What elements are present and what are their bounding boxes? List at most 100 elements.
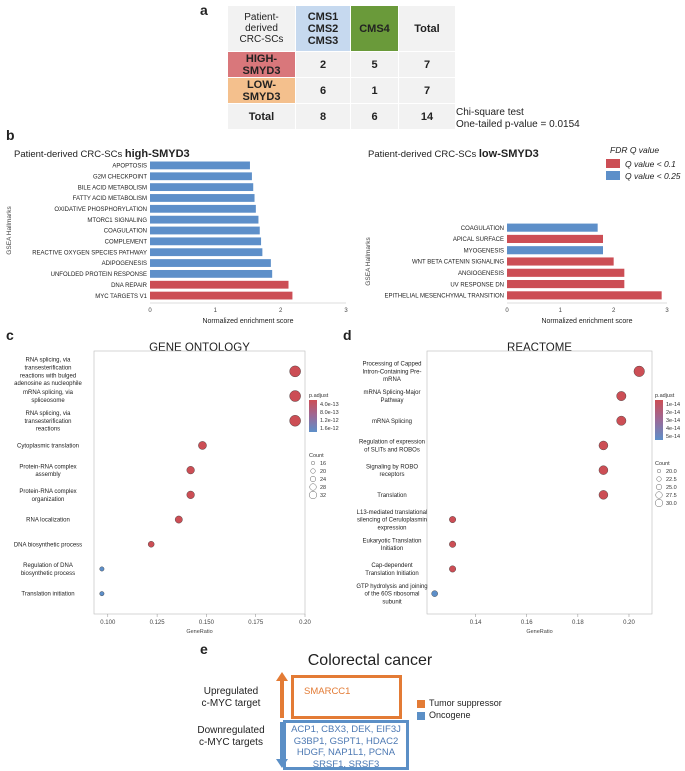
term-label: RNA splicing, via	[25, 411, 71, 417]
padjust-legend-title: p.adjust	[655, 393, 675, 399]
table-cell: 6	[296, 78, 351, 104]
term-label: mRNA Splicing	[372, 419, 412, 425]
term-label: assembly	[35, 472, 60, 478]
x-axis-label: GeneRatio	[526, 629, 552, 635]
table-row-low-label: LOW-SMYD3	[228, 78, 296, 104]
legend-title: FDR Q value	[610, 145, 659, 155]
term-label: Cap-dependent	[371, 563, 413, 569]
panel-label-e: e	[200, 641, 208, 657]
chart-reactome: REACTOME Processing of CappedIntron-Conta…	[356, 342, 680, 635]
count-label: 27.5	[666, 493, 677, 499]
plot-frame	[426, 350, 653, 615]
tick-label: 0.18	[572, 620, 584, 626]
upregulated-label: Upregulated c-MYC target	[188, 686, 274, 710]
chart-title: Patient-derived CRC-SCs low-SMYD3	[368, 148, 539, 160]
term-label: Translation	[377, 493, 406, 499]
term-label: of SLITs and ROBOs	[364, 447, 420, 453]
chart-title-bold: high-SMYD3	[125, 148, 190, 160]
term-label: RNA localization	[26, 518, 70, 524]
table-row-total-label: Total	[228, 104, 296, 130]
padjust-colorbar	[655, 400, 663, 440]
tick-label: 0	[148, 308, 152, 314]
chart-title: GENE ONTOLOGY	[149, 342, 250, 354]
count-label: 20	[320, 469, 326, 475]
dot	[598, 465, 609, 475]
term-label: expression	[377, 525, 406, 531]
term-label: mRNA splicing, via	[23, 390, 74, 396]
padjust-label: 5e-14	[666, 434, 680, 440]
tick-label: 0.100	[100, 620, 116, 626]
dot	[598, 490, 609, 500]
dot	[186, 466, 195, 475]
bar	[507, 223, 598, 232]
tick-label: 1	[559, 308, 563, 314]
term-label: RNA splicing, via	[25, 358, 71, 364]
downregulated-label: Downregulated c-MYC targets	[188, 725, 274, 749]
term-label: Protein-RNA complex	[19, 464, 76, 470]
dot	[289, 415, 301, 427]
tick-label: 2	[279, 308, 283, 314]
bar	[150, 161, 250, 170]
down-gene-line: ACP1, CBX3, DEK, EIF3J	[291, 724, 401, 735]
chart-low-smyd3: Patient-derived CRC-SCs low-SMYD3 GSEA Ha…	[365, 145, 681, 325]
tick-label: 1	[214, 308, 218, 314]
dot	[449, 516, 456, 523]
dot	[633, 365, 645, 377]
orange-square-icon	[417, 699, 425, 708]
bar-label: DNA REPAIR	[111, 283, 148, 289]
legend-swatch	[606, 171, 620, 180]
bar-label: MYOGENESIS	[464, 248, 504, 254]
count-label: 32	[320, 493, 326, 499]
table-header-total-text: Total	[414, 22, 440, 35]
term-label: Initiation	[381, 546, 403, 552]
term-label: organization	[32, 497, 65, 503]
down-label-line1: Downregulated	[197, 725, 265, 736]
term-label: Eukaryotic Translation	[362, 538, 421, 544]
bar-label: OXIDATIVE PHOSPHORYLATION	[54, 207, 147, 213]
count-label: 25.0	[666, 485, 677, 491]
dot	[616, 391, 627, 401]
bar-label: UNFOLDED PROTEIN RESPONSE	[51, 272, 147, 278]
bar	[507, 234, 603, 243]
term-label: transesterification	[24, 365, 71, 371]
table-cell: 1	[351, 78, 399, 104]
term-label: L13-mediated translational	[357, 510, 428, 516]
count-legend-circle	[655, 491, 663, 499]
bar-label: FATTY ACID METABOLISM	[73, 196, 147, 202]
term-label: subunit	[382, 599, 402, 605]
count-legend-circle	[656, 476, 662, 482]
bar-label: UV RESPONSE DN	[450, 282, 504, 288]
table-cell: 6	[351, 104, 399, 130]
table-header-cms4-text: CMS4	[359, 22, 390, 35]
up-arrow-icon	[276, 672, 288, 718]
count-label: 30.0	[666, 501, 677, 507]
count-label: 22.5	[666, 477, 677, 483]
table-header-cms123-text: CMS1 CMS2 CMS3	[307, 10, 339, 47]
bar	[150, 215, 259, 224]
tick-label: 0.20	[623, 620, 635, 626]
chi-square-line2: One-tailed p-value = 0.0154	[456, 119, 580, 130]
bar	[507, 280, 625, 289]
term-label: mRNA	[383, 377, 401, 383]
table-corner: Patient-derived CRC-SCs	[228, 6, 296, 52]
bar-label: REACTIVE OXYGEN SPECIES PATHWAY	[32, 250, 147, 256]
count-legend-circle	[655, 483, 663, 491]
term-label: of the 60S ribosomal	[364, 592, 419, 598]
x-axis-label: Normalized enrichment score	[202, 318, 293, 325]
bar	[150, 194, 255, 202]
term-label: biosynthetic process	[21, 571, 75, 577]
count-legend-title: Count	[655, 461, 670, 467]
y-axis-label: GSEA Hallmarks	[6, 206, 13, 255]
count-legend-circle	[654, 498, 664, 508]
bar	[150, 291, 293, 300]
term-label: silencing of Ceruloplasmin	[357, 518, 427, 524]
count-legend-circle	[308, 490, 318, 500]
chi-square-note: Chi-square test One-tailed p-value = 0.0…	[456, 107, 580, 131]
term-label: Cytoplasmic translation	[17, 443, 79, 449]
up-label-line2: c-MYC target	[201, 698, 261, 709]
tick-label: 0.150	[199, 620, 215, 626]
down-label-line2: c-MYC targets	[199, 737, 263, 748]
dot	[289, 390, 301, 402]
count-legend-circle	[310, 460, 316, 466]
up-gene-list: SMARCC1	[304, 686, 351, 697]
